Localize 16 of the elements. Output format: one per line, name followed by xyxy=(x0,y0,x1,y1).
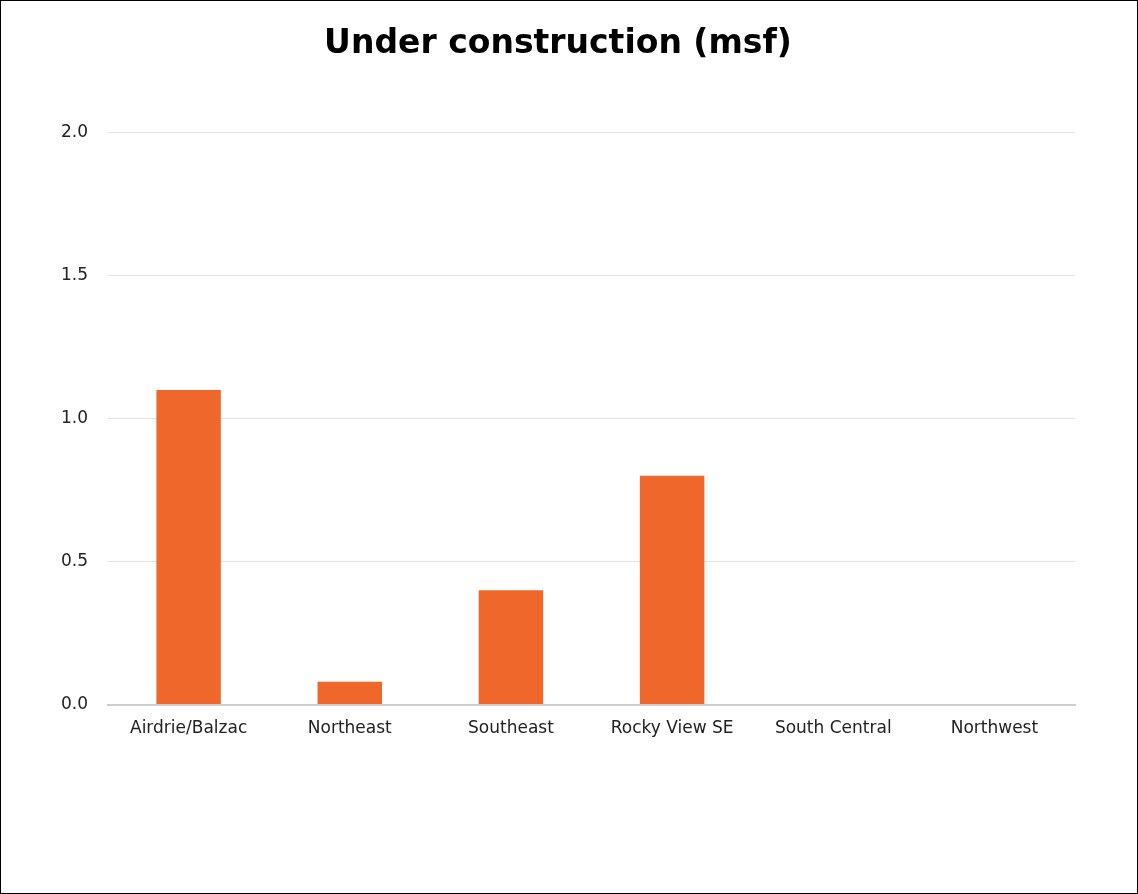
y-tick-label: 0.0 xyxy=(60,693,89,714)
x-tick-label: Airdrie/Balzac xyxy=(130,717,248,738)
bar xyxy=(156,390,221,705)
bar xyxy=(478,590,544,705)
y-tick-label: 1.5 xyxy=(60,264,89,285)
bar xyxy=(317,681,383,705)
y-tick-label: 1.0 xyxy=(60,407,89,428)
x-tick-label: Rocky View SE xyxy=(610,717,734,738)
x-tick-label: South Central xyxy=(774,717,892,738)
x-tick-label: Northwest xyxy=(950,717,1039,738)
x-tick-label: Northeast xyxy=(307,717,393,738)
y-tick-label: 0.5 xyxy=(60,550,89,571)
x-tick-label: Southeast xyxy=(468,717,555,738)
bar xyxy=(639,475,705,705)
y-tick-label: 2.0 xyxy=(60,121,89,142)
chart-title: Under construction (msf) xyxy=(324,22,792,62)
